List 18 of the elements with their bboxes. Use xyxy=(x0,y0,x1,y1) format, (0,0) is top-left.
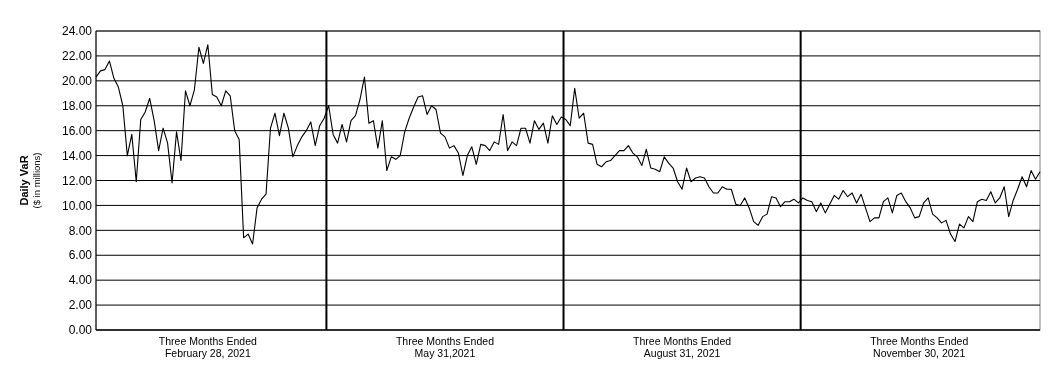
y-tick-label: 0.00 xyxy=(68,323,93,338)
y-tick-label: 4.00 xyxy=(68,273,93,288)
y-tick-label: 16.00 xyxy=(61,123,93,138)
x-tick-label: Three Months Ended February 28, 2021 xyxy=(158,335,258,359)
y-tick-label: 6.00 xyxy=(68,248,93,263)
y-tick-label: 8.00 xyxy=(68,223,93,238)
y-tick-label: 20.00 xyxy=(61,74,93,89)
y-tick-label: 12.00 xyxy=(61,173,93,188)
y-tick-label: 22.00 xyxy=(61,49,93,64)
x-tick-label: Three Months Ended November 30, 2021 xyxy=(870,335,969,359)
y-tick-label: 10.00 xyxy=(61,198,93,213)
y-axis-title: Daily VaR ($ in millions) xyxy=(18,152,42,209)
y-tick-label: 18.00 xyxy=(61,98,93,113)
y-tick-label: 24.00 xyxy=(61,24,93,39)
y-tick-label: 2.00 xyxy=(68,298,93,313)
x-tick-label: Three Months Ended August 31, 2021 xyxy=(633,335,732,359)
x-tick-label: Three Months Ended May 31,2021 xyxy=(395,335,495,359)
y-tick-label: 14.00 xyxy=(61,148,93,163)
